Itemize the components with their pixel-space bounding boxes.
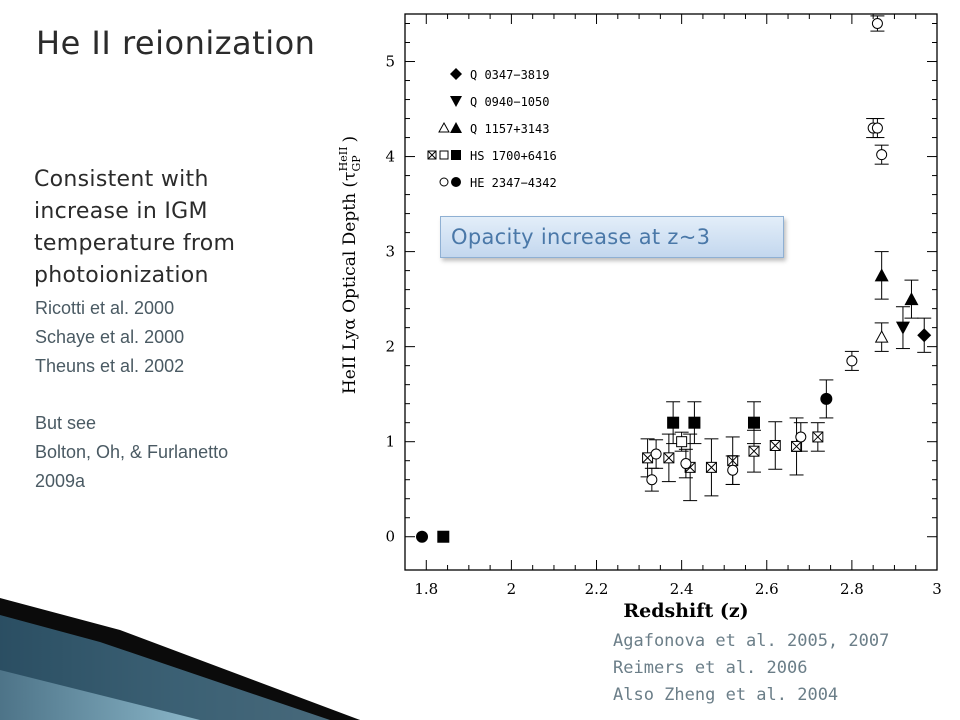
marker-cross [427,150,437,160]
data-point [438,121,450,133]
callout-box: Opacity increase at z~3 [440,216,784,258]
spacer [35,381,335,409]
legend-label: HS 1700+6416 [470,149,557,163]
see-also-line: Bolton, Oh, & Furlanetto [35,442,229,462]
y-axis-label-sub: GP [350,155,363,172]
body-line: photoionization [34,263,209,288]
y-tick-label: 5 [385,53,395,71]
data-point [791,440,803,452]
data-point [676,436,688,448]
data-point [820,392,833,405]
y-tick-label: 3 [385,243,395,261]
see-also-line: 2009a [35,471,86,491]
reference-list: Ricotti et al. 2000 Schaye et al. 2000 T… [35,294,335,496]
data-point [688,416,701,429]
marker-cross [812,431,824,443]
x-tick-label: 2 [507,580,517,598]
x-tick-label: 2.4 [670,580,694,598]
marker-cross [706,462,717,473]
data-point [416,530,429,543]
marker-cross [748,445,760,457]
reference-item: Reimers et al. 2006 [613,658,808,678]
data-point [874,268,889,282]
tick-labels: 1.8 2 2.2 2.4 2.6 2.8 3 0 1 2 3 4 5 [385,53,941,598]
slide-title: He II reionization [36,24,316,62]
data-point [437,530,450,543]
legend-label: HE 2347−4342 [470,176,557,190]
data-point [812,431,824,443]
y-axis-label-sup: HeII [337,147,350,172]
data-point [876,149,888,161]
marker-cross [791,441,802,452]
data-point [667,416,680,429]
data-point [747,416,760,429]
data-point [871,18,883,30]
data-point [451,177,461,187]
legend-label: Q 1157+3143 [470,122,549,136]
reference-item: Also Zheng et al. 2004 [613,685,839,705]
reference-item: Schaye et al. 2000 [35,327,185,347]
data-point [450,122,462,133]
data-point [663,452,675,464]
y-tick-label: 2 [385,338,395,356]
marker-cross [663,452,675,464]
data-point [727,464,739,476]
legend-label: Q 0347−3819 [470,68,549,82]
data-point [650,448,662,460]
data-point [439,177,449,187]
reference-item: Ricotti et al. 2000 [35,298,175,318]
y-tick-label: 0 [385,528,395,546]
y-tick-label: 1 [385,433,395,451]
legend: Q 0347−3819 Q 0940−1050 Q 1157+3143 HS 1700… [427,68,557,190]
reference-item: Theuns et al. 2002 [35,356,185,376]
bottom-references: Agafonova et al. 2005, 2007 Reimers et a… [613,628,889,709]
data-point [680,458,692,470]
data-point [748,445,760,457]
data-point [795,431,807,443]
axis-ticks [405,14,938,570]
legend-label: Q 0940−1050 [470,95,549,109]
data-point [642,452,654,464]
data-point [450,68,462,80]
body-line: temperature from [34,231,236,256]
data-point [427,150,437,160]
x-tick-label: 2.6 [755,580,779,598]
y-axis-label: HeII Lyα Optical Depth (τGPHeII) [337,136,363,394]
body-line: Consistent with [34,167,209,192]
data-point [874,330,889,343]
data-point [846,355,858,367]
reference-item: Agafonova et al. 2005, 2007 [613,631,890,651]
data-point [769,439,781,451]
data-point [895,321,910,335]
marker-cross [769,440,781,451]
x-tick-label: 2.8 [840,580,864,598]
x-tick-label: 2.2 [585,580,609,598]
body-line: increase in IGM [34,199,208,224]
x-tick-label: 1.8 [414,580,438,598]
corner-decoration [0,598,360,720]
see-also-line: But see [35,413,97,433]
y-tick-label: 4 [385,148,395,166]
plot-frame [404,13,938,571]
data-point [904,292,919,306]
data-point [917,328,932,343]
y-axis-label-main: HeII Lyα Optical Depth (τ [340,172,360,395]
data-point [871,122,883,134]
data-point [705,461,717,473]
data-point [451,150,461,160]
data-point [646,474,658,486]
data-marks [416,15,932,543]
body-text: Consistent with increase in IGM temperat… [34,164,334,292]
data-point [450,96,462,107]
x-axis-label: Redshift (z) [623,600,748,622]
x-tick-label: 3 [932,580,942,598]
data-point [439,150,449,160]
y-axis-label-close: ) [340,136,360,143]
